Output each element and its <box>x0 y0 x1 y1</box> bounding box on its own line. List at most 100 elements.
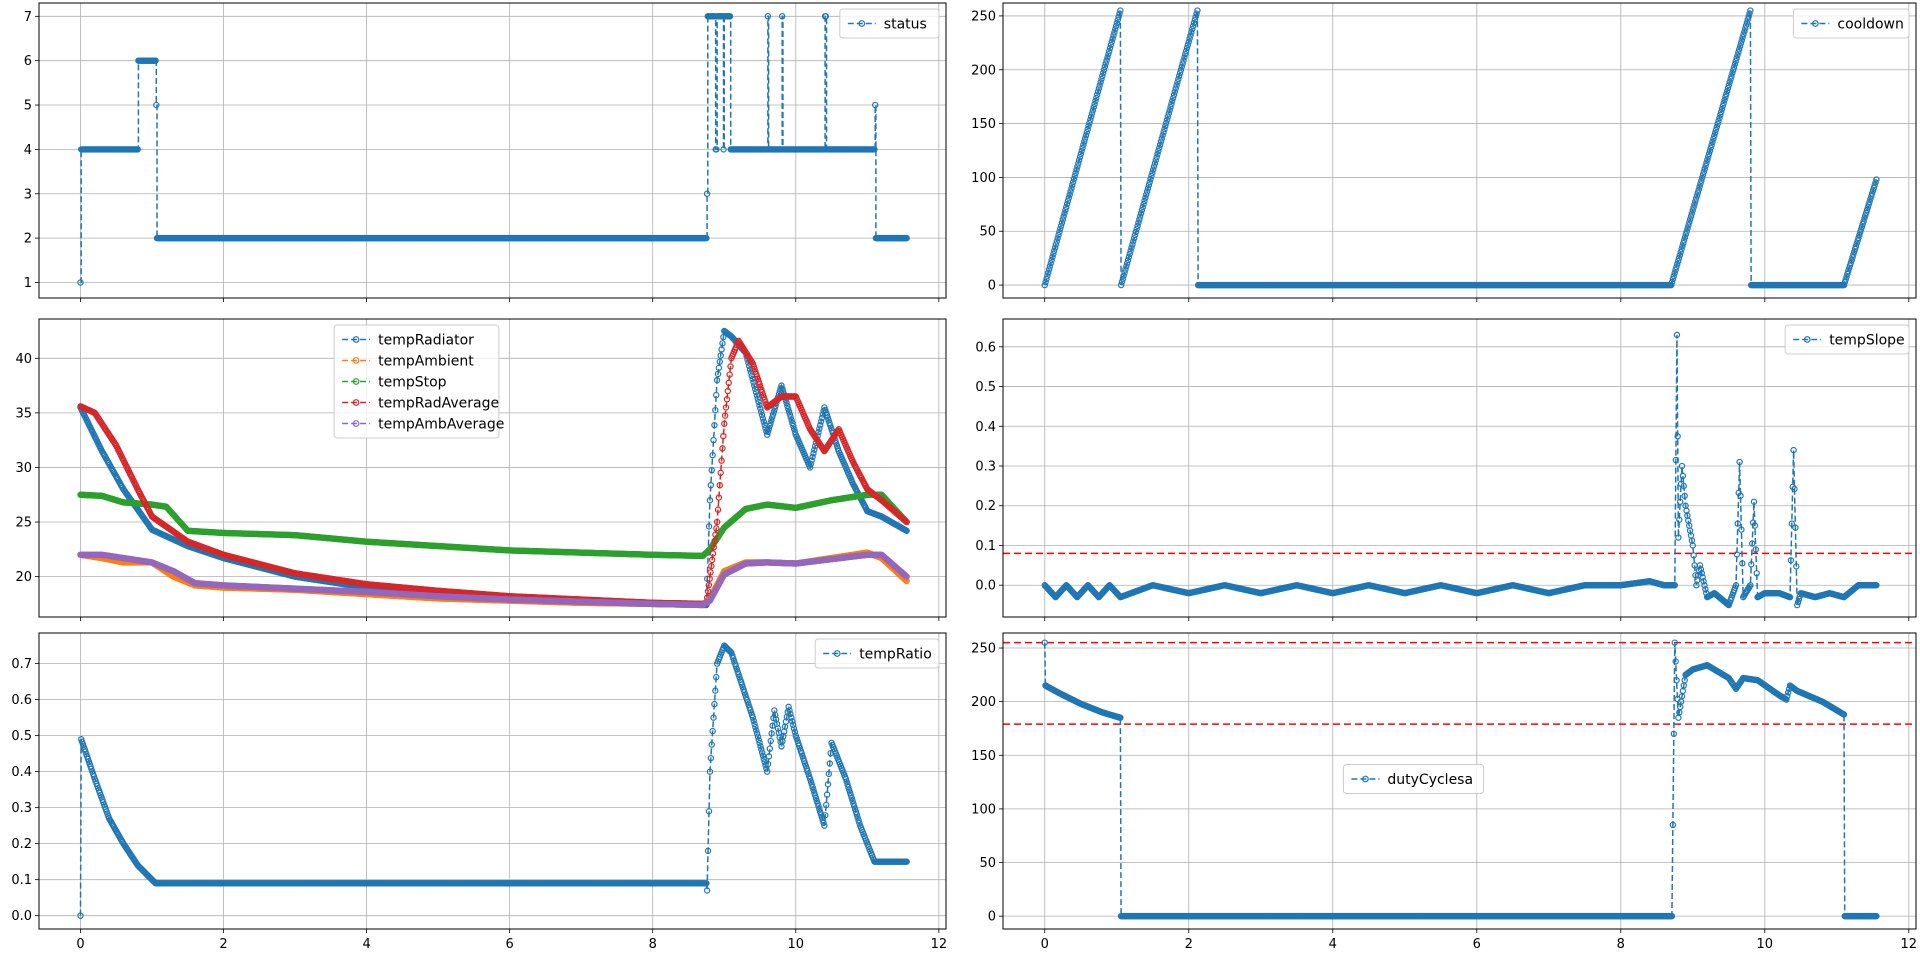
data-point <box>1065 194 1073 201</box>
data-point <box>1153 153 1160 161</box>
y-tick-label: 250 <box>971 9 996 24</box>
data-point <box>1678 246 1685 253</box>
data-point <box>1149 169 1156 176</box>
data-point <box>760 418 767 425</box>
data-point <box>787 414 794 421</box>
y-tick-label: 50 <box>979 225 996 240</box>
data-point <box>1704 156 1711 163</box>
data-point <box>1735 49 1742 56</box>
data-point <box>789 419 796 427</box>
data-point <box>1682 231 1690 238</box>
data-point <box>1123 263 1130 270</box>
data-point <box>1684 225 1691 232</box>
data-point <box>809 453 816 461</box>
data-point <box>1087 116 1094 123</box>
legend: cooldown <box>1792 8 1910 39</box>
data-point <box>1127 247 1134 254</box>
data-point <box>1174 79 1181 86</box>
data-point <box>1147 175 1154 183</box>
data-point <box>1051 247 1058 254</box>
data-point <box>1184 41 1192 49</box>
data-point <box>1841 279 1849 286</box>
data-point <box>1146 178 1153 186</box>
data-point <box>757 408 765 415</box>
data-point <box>1093 91 1101 98</box>
data-point <box>1709 138 1716 146</box>
data-point <box>1718 105 1726 113</box>
data-point <box>1068 185 1075 192</box>
data-point <box>1135 219 1142 226</box>
data-point <box>1182 51 1189 58</box>
data-point <box>1189 22 1197 30</box>
data-point <box>1745 13 1752 20</box>
data-point <box>1165 110 1172 117</box>
data-point <box>768 417 775 424</box>
data-point <box>1729 70 1736 77</box>
data-point <box>1681 234 1689 241</box>
data-point <box>707 481 715 489</box>
data-point <box>1046 263 1054 270</box>
data-point <box>1051 244 1059 251</box>
data-point <box>1081 138 1088 145</box>
data-point <box>1862 209 1870 217</box>
data-point <box>1095 85 1103 92</box>
data-point <box>758 411 766 419</box>
data-point <box>1696 183 1703 190</box>
y-tick-label: 2 <box>24 232 32 247</box>
axes-frame <box>38 2 947 299</box>
data-point <box>1044 272 1051 279</box>
data-point <box>1699 171 1707 178</box>
data-point <box>1858 223 1866 230</box>
data-point <box>1717 111 1724 119</box>
data-point <box>1729 67 1737 74</box>
data-point <box>1674 260 1681 268</box>
data-point <box>1087 113 1095 120</box>
plot-area <box>1041 7 1880 289</box>
data-point <box>1853 240 1860 247</box>
data-point <box>709 451 716 459</box>
data-point <box>1081 135 1089 142</box>
data-point <box>1041 281 1048 289</box>
data-point <box>1667 281 1675 289</box>
data-point <box>1136 216 1143 223</box>
data-point <box>77 279 84 286</box>
data-point <box>1052 241 1060 248</box>
data-point <box>1073 166 1080 173</box>
data-point <box>1080 141 1087 148</box>
data-point <box>1743 19 1751 26</box>
data-point <box>1695 186 1702 193</box>
data-point <box>1733 55 1740 62</box>
data-point <box>816 425 823 432</box>
data-point <box>1075 160 1082 167</box>
data-point <box>1716 114 1723 122</box>
data-point <box>712 406 719 414</box>
data-point <box>818 414 826 422</box>
data-point <box>1711 129 1719 137</box>
data-point <box>1707 144 1714 152</box>
data-point <box>1179 60 1186 67</box>
data-point <box>1059 216 1067 223</box>
data-point <box>1720 99 1727 107</box>
data-point <box>1141 197 1148 205</box>
data-point <box>1154 150 1161 158</box>
data-point <box>1050 250 1057 258</box>
data-point <box>1158 135 1166 142</box>
data-point <box>1857 226 1865 233</box>
data-point <box>1090 104 1097 111</box>
data-point <box>1732 58 1739 65</box>
data-point <box>1092 97 1099 105</box>
data-point <box>1688 210 1696 217</box>
data-point <box>708 466 715 474</box>
data-point <box>1157 138 1165 145</box>
plot-area <box>77 327 910 609</box>
data-point <box>1077 150 1085 158</box>
legend-marker <box>858 20 866 27</box>
data-point <box>1131 231 1139 239</box>
data-point <box>1747 7 1754 14</box>
data-point <box>1064 197 1072 205</box>
data-point <box>871 146 878 153</box>
data-point <box>1178 63 1185 70</box>
data-point <box>1168 100 1175 108</box>
y-tick-label: 5 <box>24 99 32 114</box>
data-point <box>1112 26 1119 33</box>
